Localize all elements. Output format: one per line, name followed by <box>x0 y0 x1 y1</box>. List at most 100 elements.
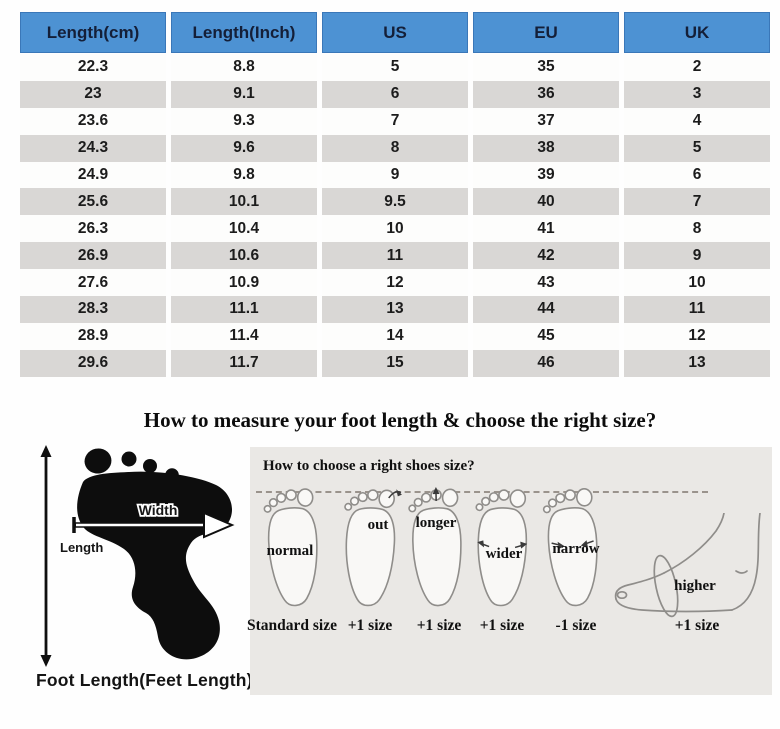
table-cell: 29.6 <box>20 349 166 377</box>
foot-type-label: longer <box>415 515 457 531</box>
foot-type-label: normal <box>266 543 314 559</box>
table-cell: 23 <box>20 80 166 108</box>
size-adjustment-label: +1 size <box>416 617 462 634</box>
table-cell: 37 <box>473 107 619 135</box>
table-cell: 39 <box>473 161 619 189</box>
table-row: 25.6 10.1 9.5 40 7 <box>20 188 770 216</box>
column-header-length-inch: Length(Inch) <box>171 12 317 53</box>
table-cell: 8 <box>624 215 770 243</box>
wider-arrows-icon <box>477 540 528 549</box>
table-cell: 46 <box>473 349 619 377</box>
table-cell: 36 <box>473 80 619 108</box>
column-header-uk: UK <box>624 12 770 53</box>
table-row: 26.9 10.6 11 42 9 <box>20 242 770 270</box>
foot-sole-longer-illustration <box>407 487 463 607</box>
side-foot-profile-illustration <box>614 513 761 618</box>
table-header-row: Length(cm) Length(Inch) US EU UK <box>20 12 770 53</box>
table-cell: 9 <box>624 242 770 270</box>
table-cell: 13 <box>624 349 770 377</box>
foot-sole-wider-illustration <box>472 487 529 608</box>
size-adjustment-label: Standard size <box>247 617 337 634</box>
size-table-body: 22.3 8.8 5 35 2 23 9.1 6 36 3 23.6 9.3 7 37 4 24.3 9.6 8 3… <box>20 54 770 377</box>
column-header-eu: EU <box>473 12 619 53</box>
table-cell: 27.6 <box>20 269 166 297</box>
table-cell: 38 <box>473 134 619 162</box>
length-arrow-icon <box>40 445 52 667</box>
table-cell: 10 <box>322 215 468 243</box>
table-cell: 10.6 <box>171 242 317 270</box>
width-arrow-icon <box>72 511 235 539</box>
table-cell: 42 <box>473 242 619 270</box>
table-cell: 9 <box>322 161 468 189</box>
size-adjustment-label: +1 size <box>479 617 525 634</box>
table-cell: 45 <box>473 322 619 350</box>
table-row: 24.9 9.8 9 39 6 <box>20 161 770 189</box>
size-adjustment-label: +1 size <box>674 617 720 634</box>
table-cell: 11.7 <box>171 349 317 377</box>
out-arrow-icon <box>388 490 402 499</box>
table-cell: 41 <box>473 215 619 243</box>
table-cell: 8.8 <box>171 54 317 81</box>
foot-type-label: out <box>367 517 389 533</box>
table-row: 29.6 11.7 15 46 13 <box>20 349 770 377</box>
table-cell: 3 <box>624 80 770 108</box>
table-cell: 26.3 <box>20 215 166 243</box>
table-row: 26.3 10.4 10 41 8 <box>20 215 770 243</box>
table-cell: 9.5 <box>322 188 468 216</box>
foot-type-label: wider <box>485 546 523 562</box>
narrow-arrows-icon <box>551 540 594 549</box>
table-cell: 40 <box>473 188 619 216</box>
table-cell: 13 <box>322 296 468 323</box>
table-cell: 5 <box>322 54 468 81</box>
table-cell: 5 <box>624 134 770 162</box>
table-cell: 11.4 <box>171 322 317 350</box>
table-cell: 43 <box>473 269 619 297</box>
table-cell: 12 <box>322 269 468 297</box>
table-row: 22.3 8.8 5 35 2 <box>20 54 770 81</box>
table-cell: 15 <box>322 349 468 377</box>
footprint-silhouette <box>77 448 232 660</box>
table-cell: 24.9 <box>20 161 166 189</box>
size-conversion-table: Length(cm) Length(Inch) US EU UK 22.3 8.8… <box>20 12 770 377</box>
table-row: 23 9.1 6 36 3 <box>20 80 770 108</box>
table-cell: 9.3 <box>171 107 317 135</box>
foot-length-caption: Foot Length(Feet Length) <box>36 670 253 690</box>
column-header-us: US <box>322 12 468 53</box>
table-cell: 24.3 <box>20 134 166 162</box>
length-label: Length <box>60 540 103 555</box>
table-cell: 35 <box>473 54 619 81</box>
table-cell: 7 <box>624 188 770 216</box>
foot-type-label: narrow <box>552 541 600 557</box>
table-row: 28.3 11.1 13 44 11 <box>20 296 770 323</box>
size-adjustment-label: +1 size <box>347 617 393 634</box>
table-cell: 11 <box>322 242 468 270</box>
table-cell: 25.6 <box>20 188 166 216</box>
table-cell: 10.4 <box>171 215 317 243</box>
table-cell: 4 <box>624 107 770 135</box>
table-cell: 23.6 <box>20 107 166 135</box>
table-cell: 7 <box>322 107 468 135</box>
table-cell: 11 <box>624 296 770 323</box>
footprint-measure-illustration: Width Length <box>40 445 235 667</box>
table-row: 23.6 9.3 7 37 4 <box>20 107 770 135</box>
table-cell: 11.1 <box>171 296 317 323</box>
choose-size-panel: How to choose a right shoes size? <box>247 447 772 695</box>
width-label: Width <box>139 502 178 518</box>
foot-sole-out-illustration <box>339 487 402 608</box>
table-cell: 14 <box>322 322 468 350</box>
foot-sole-narrow-illustration <box>541 487 601 608</box>
table-cell: 44 <box>473 296 619 323</box>
table-row: 27.6 10.9 12 43 10 <box>20 269 770 297</box>
table-cell: 10 <box>624 269 770 297</box>
foot-type-label: higher <box>674 578 716 594</box>
table-cell: 10.1 <box>171 188 317 216</box>
table-cell: 28.9 <box>20 322 166 350</box>
table-row: 28.9 11.4 14 45 12 <box>20 322 770 350</box>
table-cell: 9.8 <box>171 161 317 189</box>
table-cell: 6 <box>624 161 770 189</box>
table-cell: 28.3 <box>20 296 166 323</box>
table-cell: 8 <box>322 134 468 162</box>
column-header-length-cm: Length(cm) <box>20 12 166 53</box>
table-cell: 12 <box>624 322 770 350</box>
